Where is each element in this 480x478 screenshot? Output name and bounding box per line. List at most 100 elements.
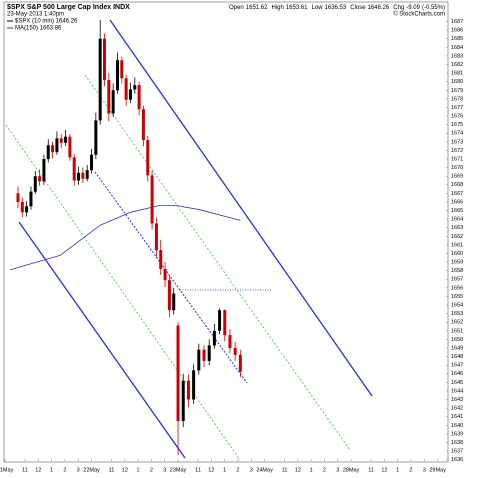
x-tick-label: 2 [63, 467, 66, 473]
y-tick-label: 1651 [451, 328, 463, 334]
x-tick-label: 11 [195, 467, 201, 473]
candle-body [29, 191, 33, 207]
candle-body [154, 223, 158, 251]
candle-body [233, 348, 237, 355]
y-tick-label: 1660 [451, 251, 463, 257]
x-tick-label: 28May [343, 467, 360, 473]
annotations [5, 19, 373, 461]
candle-body [141, 109, 145, 141]
candle-body [103, 38, 107, 80]
x-tick-label: 2 [409, 467, 412, 473]
x-tick-label: 1 [50, 467, 53, 473]
x-tick-label: 2 [150, 467, 153, 473]
x-tick-label: 1 [396, 467, 399, 473]
ma-line [10, 205, 241, 271]
y-tick-label: 1641 [451, 414, 463, 420]
x-tick-label: 29May [429, 467, 446, 473]
y-tick-label: 1675 [451, 122, 463, 128]
x-tick-label: 2 [236, 467, 239, 473]
candle-body [172, 293, 176, 311]
candle-body [85, 170, 89, 179]
green-line [84, 74, 351, 451]
channel-lower [18, 221, 186, 459]
y-tick-label: 1673 [451, 139, 463, 145]
candle-body [238, 354, 242, 372]
stat-pct: (-0.55%) [422, 5, 445, 11]
y-tick-label: 1672 [451, 148, 463, 154]
x-tick-label: 11 [109, 467, 115, 473]
candle-body [20, 201, 24, 213]
x-tick-label: 11 [22, 467, 28, 473]
y-tick-label: 1681 [451, 71, 463, 77]
candle-body [46, 145, 50, 160]
y-tick-label: 1678 [451, 96, 463, 102]
y-tick-label: 1669 [451, 174, 463, 180]
y-tick-label: 1636 [451, 457, 463, 463]
y-tick-label: 1650 [451, 337, 463, 343]
x-tick-label: 3 [77, 467, 80, 473]
stat-value: 1636.53 [325, 5, 347, 11]
candle-body [81, 172, 85, 179]
y-tick-label: 1682 [451, 62, 463, 68]
x-tick-label: 12 [208, 467, 214, 473]
y-tick-label: 1676 [451, 114, 463, 120]
x-tick-label: 1 [137, 467, 140, 473]
stat-value: -9.09 [406, 5, 420, 11]
y-tick-label: 1679 [451, 88, 463, 94]
stat-label: High [271, 5, 283, 11]
y-tick-label: 1640 [451, 423, 463, 429]
y-tick-label: 1653 [451, 311, 463, 317]
x-tick-label: 3 [163, 467, 166, 473]
y-tick-label: 1657 [451, 277, 463, 283]
y-tick-label: 1647 [451, 363, 463, 369]
candle-body [38, 176, 42, 182]
y-tick-label: 1662 [451, 234, 463, 240]
y-tick-label: 1686 [451, 28, 463, 34]
stat-label: Chg [393, 5, 404, 11]
candle-body [77, 172, 81, 181]
candle-body [16, 193, 20, 202]
y-tick-label: 1655 [451, 294, 463, 300]
stat-value: 1651.62 [246, 5, 268, 11]
candle-body [207, 345, 211, 361]
candle-body [111, 90, 115, 114]
candle-body [128, 89, 132, 100]
candle-body [146, 140, 150, 176]
candle-body [159, 250, 163, 269]
y-tick-label: 1637 [451, 449, 463, 455]
candle-body [212, 330, 216, 346]
candle-body [124, 78, 128, 100]
y-tick-label: 1674 [451, 131, 463, 137]
y-tick-label: 1668 [451, 182, 463, 188]
stat-value: 1653.61 [286, 5, 308, 11]
y-tick-label: 1677 [451, 105, 463, 111]
y-tick-label: 1671 [451, 156, 463, 162]
candle-body [120, 60, 124, 79]
legend-label: $SPX (10 min) 1646.26 [15, 19, 78, 25]
y-tick-label: 1639 [451, 431, 463, 437]
candle-body [59, 138, 63, 143]
y-tick-label: 1670 [451, 165, 463, 171]
y-tick-label: 1658 [451, 268, 463, 274]
candle-body [51, 145, 55, 153]
candle-body [192, 370, 196, 400]
plot-frame [3, 1, 449, 463]
candle-body [55, 138, 59, 153]
y-tick-label: 1665 [451, 208, 463, 214]
candle-body [163, 268, 167, 281]
y-tick-label: 1667 [451, 191, 463, 197]
candle-body [150, 175, 154, 224]
y-tick-label: 1638 [451, 440, 463, 446]
candle-body [186, 380, 190, 400]
x-tick-label: 12 [35, 467, 41, 473]
stat-value: 1646.26 [368, 5, 390, 11]
candle-body [90, 154, 94, 171]
stat-label: Close [350, 5, 366, 11]
y-tick-label: 1652 [451, 320, 463, 326]
candle-body [72, 157, 76, 181]
x-tick-label: 22May [83, 467, 100, 473]
y-tick-label: 1659 [451, 260, 463, 266]
candle-body [137, 85, 141, 110]
candle-body [64, 136, 68, 143]
